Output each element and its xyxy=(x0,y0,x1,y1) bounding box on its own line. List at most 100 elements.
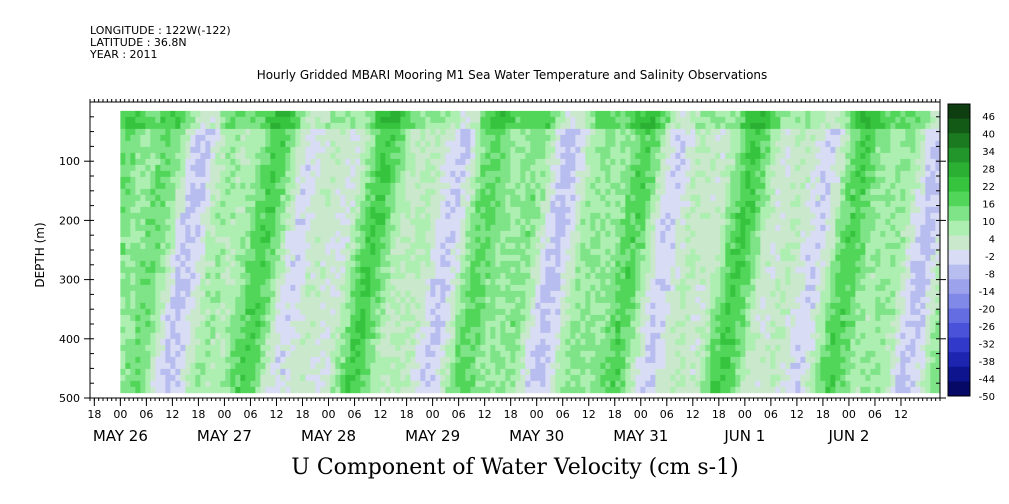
heatmap-cell xyxy=(330,338,336,346)
heatmap-cell xyxy=(520,272,526,280)
heatmap-cell xyxy=(380,272,386,280)
heatmap-cell xyxy=(175,146,181,154)
heatmap-cell xyxy=(550,200,556,208)
heatmap-cell xyxy=(325,338,331,346)
heatmap-cell xyxy=(265,182,271,190)
heatmap-cell xyxy=(215,188,221,196)
heatmap-cell xyxy=(505,386,511,394)
heatmap-cell xyxy=(575,248,581,256)
heatmap-cell xyxy=(600,248,606,256)
heatmap-cell xyxy=(350,350,356,358)
heatmap-cell xyxy=(445,206,451,214)
heatmap-cell xyxy=(330,350,336,358)
heatmap-cell xyxy=(470,290,476,298)
heatmap-cell xyxy=(385,326,391,334)
heatmap-cell xyxy=(610,164,616,172)
heatmap-cell xyxy=(490,356,496,364)
heatmap-cell xyxy=(545,140,551,148)
heatmap-cell xyxy=(150,296,156,304)
heatmap-cell xyxy=(160,272,166,280)
heatmap-cell xyxy=(650,146,656,154)
heatmap-cell xyxy=(165,200,171,208)
heatmap-cell xyxy=(370,164,376,172)
heatmap-cell xyxy=(635,266,641,274)
heatmap-cell xyxy=(415,338,421,346)
heatmap-cell xyxy=(385,344,391,352)
heatmap-cell xyxy=(515,188,521,196)
heatmap-cell xyxy=(255,182,261,190)
heatmap-cell xyxy=(275,194,281,202)
heatmap-cell xyxy=(405,164,411,172)
heatmap-cell xyxy=(320,188,326,196)
heatmap-cell xyxy=(535,212,541,220)
heatmap-cell xyxy=(630,260,636,268)
heatmap-cell xyxy=(645,146,651,154)
heatmap-cell xyxy=(465,188,471,196)
heatmap-cell xyxy=(610,314,616,322)
heatmap-cell xyxy=(125,356,131,364)
heatmap-cell xyxy=(480,320,486,328)
heatmap-cell xyxy=(320,308,326,316)
heatmap-cell xyxy=(365,302,371,310)
heatmap-cell xyxy=(145,110,151,118)
heatmap-cell xyxy=(195,320,201,328)
heatmap-cell xyxy=(645,224,651,232)
heatmap-cell xyxy=(230,266,236,274)
heatmap-cell xyxy=(320,230,326,238)
heatmap-cell xyxy=(210,170,216,178)
heatmap-cell xyxy=(515,170,521,178)
heatmap-cell xyxy=(460,368,466,376)
heatmap-cell xyxy=(255,260,261,268)
heatmap-cell xyxy=(470,260,476,268)
heatmap-cell xyxy=(540,344,546,352)
heatmap-cell xyxy=(640,152,646,160)
heatmap-cell xyxy=(270,320,276,328)
heatmap-cell xyxy=(515,380,521,388)
heatmap-cell xyxy=(590,320,596,328)
heatmap-cell xyxy=(605,254,611,262)
heatmap-cell xyxy=(195,230,201,238)
heatmap-cell xyxy=(455,320,461,328)
heatmap-cell xyxy=(245,110,251,118)
heatmap-cell xyxy=(330,176,336,184)
heatmap-cell xyxy=(630,140,636,148)
heatmap-cell xyxy=(480,230,486,238)
heatmap-cell xyxy=(550,170,556,178)
heatmap-cell xyxy=(150,158,156,166)
heatmap-cell xyxy=(310,314,316,322)
heatmap-cell xyxy=(130,140,136,148)
heatmap-cell xyxy=(265,368,271,376)
heatmap-cell xyxy=(255,350,261,358)
heatmap-cell xyxy=(550,206,556,214)
heatmap-cell xyxy=(540,110,546,118)
heatmap-cell xyxy=(225,242,231,250)
heatmap-cell xyxy=(250,344,256,352)
heatmap-cell xyxy=(495,158,501,166)
heatmap-cell xyxy=(400,326,406,334)
heatmap-cell xyxy=(505,248,511,256)
heatmap-cell xyxy=(260,206,266,214)
heatmap-cell xyxy=(420,362,426,370)
heatmap-cell xyxy=(605,344,611,352)
heatmap-cell xyxy=(560,374,566,382)
heatmap-cell xyxy=(405,296,411,304)
heatmap-cell xyxy=(280,248,286,256)
heatmap-cell xyxy=(460,200,466,208)
heatmap-cell xyxy=(120,350,126,358)
heatmap-cell xyxy=(350,122,356,130)
heatmap-cell xyxy=(170,140,176,148)
heatmap-cell xyxy=(215,164,221,172)
heatmap-cell xyxy=(375,134,381,142)
heatmap-cell xyxy=(150,188,156,196)
heatmap-cell xyxy=(325,134,331,142)
heatmap-cell xyxy=(145,242,151,250)
heatmap-cell xyxy=(120,230,126,238)
heatmap-cell xyxy=(175,212,181,220)
heatmap-cell xyxy=(630,314,636,322)
heatmap-cell xyxy=(170,158,176,166)
heatmap-cell xyxy=(385,158,391,166)
heatmap-cell xyxy=(630,326,636,334)
heatmap-cell xyxy=(420,308,426,316)
heatmap-cell xyxy=(565,182,571,190)
heatmap-cell xyxy=(135,116,141,124)
